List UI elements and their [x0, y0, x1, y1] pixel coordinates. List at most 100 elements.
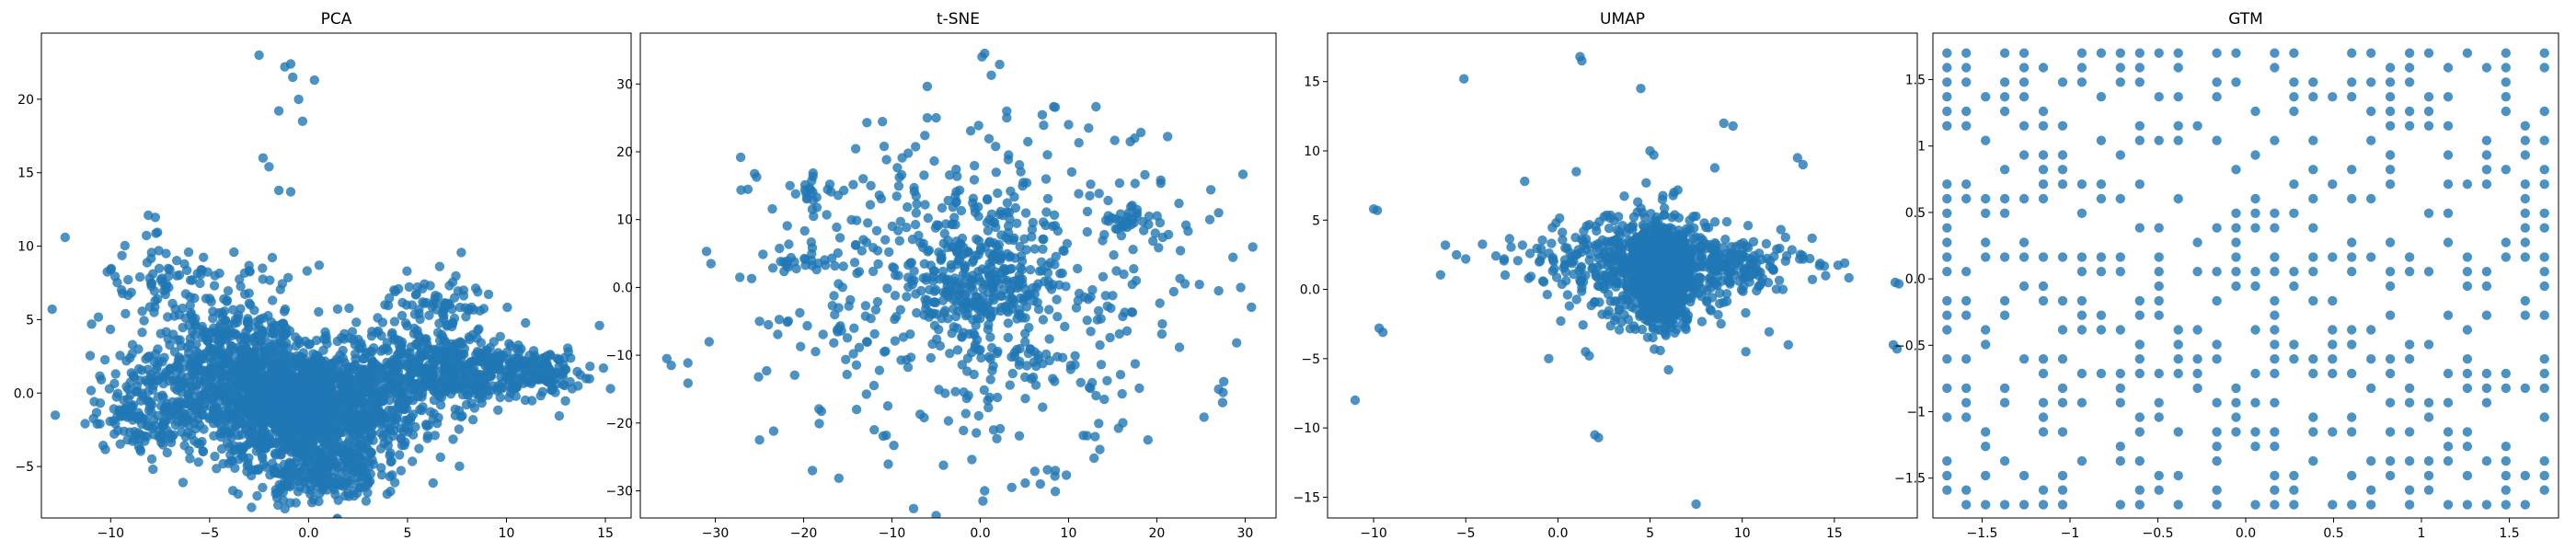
data-point [1061, 470, 1072, 480]
data-point [1709, 163, 1720, 173]
data-point [128, 400, 139, 410]
data-point [382, 489, 392, 500]
data-point [295, 382, 306, 392]
data-point [158, 433, 168, 444]
data-point [1074, 138, 1084, 148]
data-point [784, 239, 794, 249]
data-point [181, 373, 192, 383]
data-point [1060, 321, 1070, 332]
data-point [503, 374, 513, 384]
data-point [310, 472, 320, 482]
data-point [1028, 372, 1039, 383]
data-point [354, 430, 364, 440]
data-point [832, 222, 842, 233]
data-point [868, 266, 879, 277]
data-point [344, 303, 354, 314]
data-point [396, 466, 407, 476]
data-point [219, 293, 229, 305]
data-point [86, 319, 97, 329]
data-point [1082, 226, 1093, 237]
data-point [223, 286, 234, 296]
data-point [1129, 217, 1139, 228]
data-point [1110, 135, 1120, 145]
data-point [931, 112, 941, 123]
data-point [945, 170, 955, 180]
data-point [879, 141, 890, 152]
data-point [1039, 121, 1049, 131]
data-point [1091, 101, 1101, 112]
data-point [196, 265, 206, 275]
data-point [445, 383, 455, 393]
data-point [827, 253, 837, 263]
data-point [929, 286, 939, 296]
data-point [95, 371, 105, 381]
data-point [295, 449, 306, 459]
data-point [512, 353, 523, 363]
data-point [167, 403, 177, 413]
data-point [493, 362, 504, 373]
data-point [375, 346, 386, 356]
data-point [987, 365, 997, 375]
data-point [242, 317, 252, 328]
data-point [429, 395, 440, 406]
data-point [288, 72, 298, 83]
data-point [165, 371, 175, 381]
data-point [970, 339, 981, 350]
data-point [1070, 360, 1080, 370]
data-point [848, 349, 858, 359]
data-point [850, 240, 861, 250]
data-point [1049, 210, 1060, 220]
data-point [558, 379, 569, 390]
data-point [242, 333, 252, 343]
data-point [996, 303, 1006, 313]
data-point [144, 273, 155, 283]
data-point [367, 361, 377, 371]
data-point [1020, 337, 1030, 347]
data-point [335, 477, 345, 487]
data-point [1090, 431, 1100, 442]
data-point [270, 438, 281, 448]
data-point [807, 243, 818, 253]
data-point [478, 304, 489, 314]
data-point [1175, 246, 1186, 256]
data-point [1093, 305, 1104, 316]
y-tick-label: −5 [15, 460, 34, 475]
data-point [952, 171, 962, 181]
data-point [1075, 377, 1086, 387]
data-point [349, 486, 359, 496]
data-point [1004, 235, 1014, 245]
data-point [829, 338, 839, 348]
data-point [1194, 280, 1204, 290]
data-point [454, 302, 466, 313]
data-point [919, 412, 929, 423]
data-point [280, 304, 291, 315]
data-point [327, 459, 337, 470]
data-point [1134, 383, 1144, 394]
data-point [210, 451, 220, 462]
data-point [220, 355, 230, 365]
data-point [881, 155, 891, 165]
data-point [969, 175, 980, 185]
data-point [112, 388, 123, 398]
data-point [927, 339, 937, 350]
data-point [1148, 236, 1158, 247]
data-point [916, 285, 926, 296]
data-point [959, 425, 969, 436]
data-point [476, 338, 487, 348]
data-point [285, 187, 296, 197]
data-point [314, 260, 325, 270]
data-point [150, 295, 160, 306]
data-point [185, 300, 195, 310]
data-point [226, 455, 236, 466]
data-point [1638, 208, 1648, 218]
data-point [976, 352, 986, 363]
data-point [1057, 268, 1067, 279]
data-point [1009, 351, 1020, 362]
data-point [1074, 189, 1084, 199]
data-point [1091, 390, 1101, 401]
data-point [818, 329, 828, 339]
data-point [169, 347, 180, 357]
data-point [532, 374, 543, 385]
data-point [959, 387, 969, 397]
data-point [869, 425, 880, 435]
